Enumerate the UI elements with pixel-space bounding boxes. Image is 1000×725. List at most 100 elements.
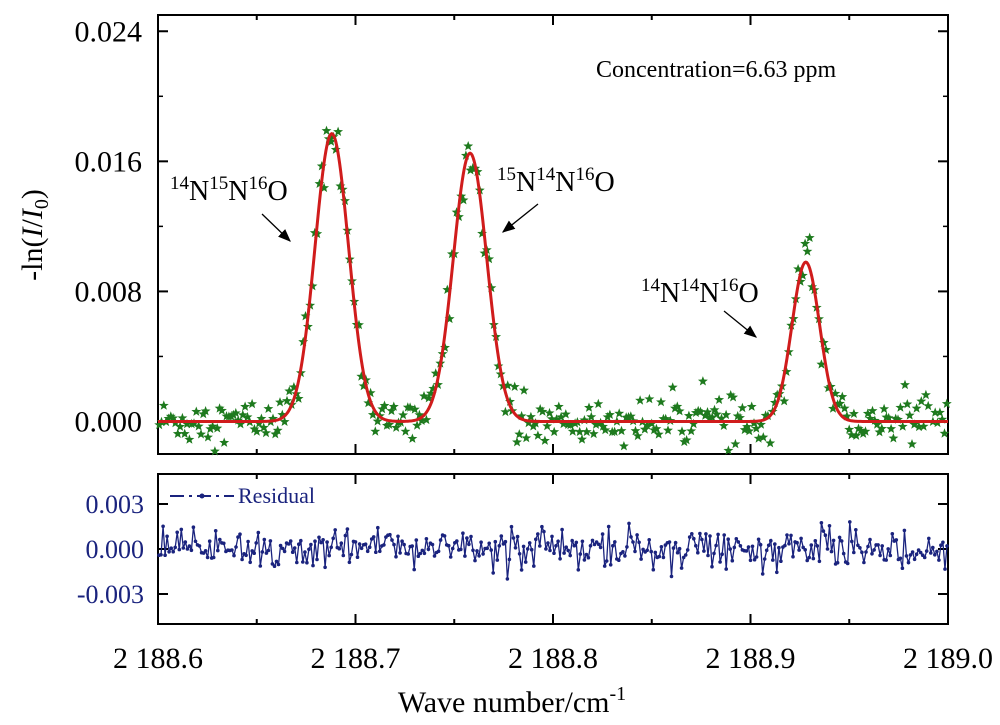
residual-point — [246, 539, 250, 544]
residual-point — [657, 554, 662, 559]
residual-point — [388, 532, 392, 537]
residual-point — [179, 527, 184, 532]
residual-point — [394, 554, 398, 559]
measured-point — [865, 413, 876, 423]
residual-point — [213, 529, 218, 533]
residual-point — [459, 547, 463, 552]
residual-point — [702, 549, 706, 553]
measured-point — [546, 413, 557, 424]
residual-point — [493, 539, 498, 544]
measured-point — [679, 436, 690, 447]
residual-point — [183, 540, 188, 544]
measured-point — [416, 415, 427, 426]
residual-point — [817, 559, 822, 564]
residual-point — [637, 540, 641, 545]
residual-point — [450, 546, 455, 551]
measured-point — [279, 416, 290, 427]
xtick-label: 2 189.0 — [903, 642, 993, 675]
residual-point — [775, 570, 779, 575]
measured-point — [846, 429, 857, 440]
residual-point — [647, 538, 651, 542]
measured-point — [570, 418, 581, 428]
residual-point — [687, 535, 692, 539]
measured-point — [941, 398, 952, 409]
measured-point — [804, 232, 815, 243]
residual-point — [248, 560, 252, 565]
measured-point — [549, 426, 560, 437]
residual-point — [884, 558, 888, 562]
measured-point — [883, 412, 894, 423]
measured-point — [426, 388, 436, 398]
residual-point — [592, 542, 597, 547]
residual-point — [211, 555, 216, 560]
residual-point — [904, 554, 909, 558]
residual-point — [718, 560, 722, 564]
residual-point — [779, 559, 783, 563]
residual-point — [299, 538, 303, 543]
measured-point — [182, 418, 192, 429]
residual-point — [868, 537, 872, 542]
measured-point — [333, 126, 344, 137]
measured-point — [762, 410, 773, 421]
measured-point — [674, 406, 685, 416]
measured-point — [591, 419, 601, 429]
residual-point — [339, 541, 344, 545]
measured-point — [642, 420, 653, 430]
residual-point — [317, 535, 321, 540]
measured-point — [263, 403, 274, 414]
residual-point — [839, 539, 844, 543]
residual-point — [653, 550, 658, 555]
residual-point — [659, 545, 664, 549]
measured-point — [649, 424, 660, 435]
residual-point — [783, 543, 787, 548]
residual-point — [645, 548, 649, 553]
measured-point — [888, 433, 899, 443]
measured-point — [237, 409, 248, 420]
residual-point — [465, 536, 469, 540]
residual-point — [773, 542, 777, 546]
residual-point — [159, 553, 163, 557]
residual-point — [521, 544, 526, 549]
residual-point — [414, 538, 419, 542]
measured-point — [419, 391, 429, 401]
residual-point — [523, 560, 528, 564]
residual-point — [236, 535, 240, 539]
residual-point — [841, 551, 846, 556]
measured-point — [175, 421, 186, 431]
measured-point — [586, 411, 597, 422]
residual-point — [515, 534, 520, 539]
measured-point — [372, 416, 383, 426]
residual-point — [762, 557, 767, 561]
measured-point — [277, 409, 288, 420]
residual-point — [282, 549, 287, 554]
residual-point — [700, 537, 704, 542]
measured-point — [258, 422, 269, 432]
measured-point — [261, 427, 271, 438]
residual-point — [732, 545, 737, 550]
measured-point — [851, 430, 862, 440]
peak-label-14N14N16O: 14N14N16O — [641, 275, 759, 309]
residual-point — [171, 549, 175, 554]
residual-point — [177, 547, 182, 552]
residual-point — [803, 548, 807, 552]
residual-point — [343, 533, 348, 538]
measured-point — [193, 421, 204, 431]
residual-point — [791, 554, 795, 559]
residual-point — [422, 551, 427, 556]
residual-point — [813, 539, 818, 543]
residual-point — [736, 540, 741, 544]
residual-point — [371, 535, 376, 539]
measured-point — [189, 418, 199, 428]
measured-point — [758, 432, 769, 442]
residual-point — [734, 537, 739, 541]
residual-point — [916, 548, 921, 552]
residual-point — [479, 540, 483, 544]
measured-point — [920, 389, 931, 400]
residual-point — [631, 540, 635, 544]
measured-point — [532, 430, 543, 440]
residual-point — [690, 532, 694, 536]
measured-point — [744, 425, 755, 436]
top-ytick-label: 0.000 — [75, 405, 143, 438]
measured-point — [500, 406, 511, 417]
residual-point — [922, 555, 927, 560]
